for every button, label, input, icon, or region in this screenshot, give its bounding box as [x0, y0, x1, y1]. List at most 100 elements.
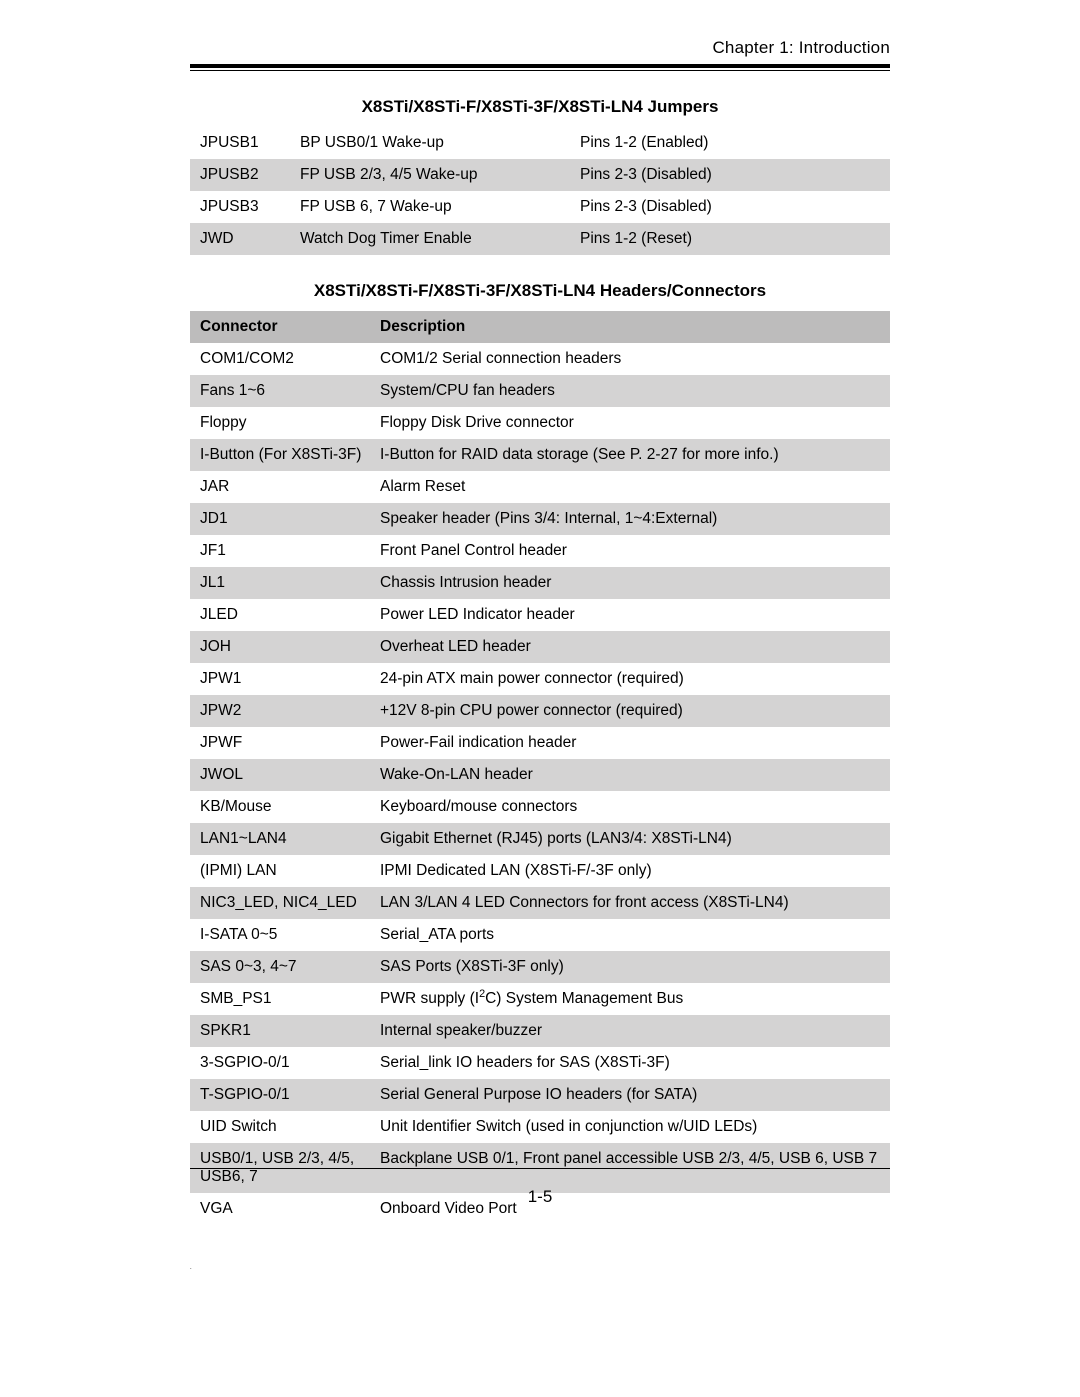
table-cell: Front Panel Control header [370, 535, 890, 567]
table-cell: KB/Mouse [190, 791, 370, 823]
table-cell: Power-Fail indication header [370, 727, 890, 759]
table-cell: Pins 2-3 (Disabled) [570, 191, 890, 223]
table-cell: I-SATA 0~5 [190, 919, 370, 951]
table-cell: JL1 [190, 567, 370, 599]
table-cell: JPUSB2 [190, 159, 290, 191]
table-cell: Chassis Intrusion header [370, 567, 890, 599]
table-row: T-SGPIO-0/1Serial General Purpose IO hea… [190, 1079, 890, 1111]
table-cell: JPUSB3 [190, 191, 290, 223]
table-row: JOHOverheat LED header [190, 631, 890, 663]
table-cell: BP USB0/1 Wake-up [290, 127, 570, 159]
table-row: JWDWatch Dog Timer EnablePins 1-2 (Reset… [190, 223, 890, 255]
table-cell: Power LED Indicator header [370, 599, 890, 631]
table-cell: LAN 3/LAN 4 LED Connectors for front acc… [370, 887, 890, 919]
table-row: JPW124-pin ATX main power connector (req… [190, 663, 890, 695]
table-row: JPWFPower-Fail indication header [190, 727, 890, 759]
table-cell: PWR supply (I2C) System Management Bus [370, 983, 890, 1015]
table-cell: Serial_ATA ports [370, 919, 890, 951]
stray-mark: . [190, 1265, 890, 1271]
table-cell: Pins 1-2 (Enabled) [570, 127, 890, 159]
table-row: JPUSB2FP USB 2/3, 4/5 Wake-upPins 2-3 (D… [190, 159, 890, 191]
table-cell: LAN1~LAN4 [190, 823, 370, 855]
table-cell: JPUSB1 [190, 127, 290, 159]
table-row: Fans 1~6System/CPU fan headers [190, 375, 890, 407]
header-rule-thick [190, 64, 890, 68]
table-row: COM1/COM2COM1/2 Serial connection header… [190, 343, 890, 375]
footer-rule [190, 1168, 890, 1169]
table-row: JLEDPower LED Indicator header [190, 599, 890, 631]
table-row: JWOLWake-On-LAN header [190, 759, 890, 791]
page-footer: 1-5 [190, 1168, 890, 1207]
table-cell: UID Switch [190, 1111, 370, 1143]
table-cell: JPWF [190, 727, 370, 759]
text-span: C) System Management Bus [485, 990, 683, 1007]
table-row: JF1Front Panel Control header [190, 535, 890, 567]
table-cell: Fans 1~6 [190, 375, 370, 407]
table-cell: JF1 [190, 535, 370, 567]
table-cell: JD1 [190, 503, 370, 535]
table-row: 3-SGPIO-0/1Serial_link IO headers for SA… [190, 1047, 890, 1079]
table-row: FloppyFloppy Disk Drive connector [190, 407, 890, 439]
table-cell: Watch Dog Timer Enable [290, 223, 570, 255]
chapter-title: Chapter 1: Introduction [190, 38, 890, 58]
table-cell: FP USB 6, 7 Wake-up [290, 191, 570, 223]
table-cell: Serial_link IO headers for SAS (X8STi-3F… [370, 1047, 890, 1079]
table-cell: Alarm Reset [370, 471, 890, 503]
table-cell: Serial General Purpose IO headers (for S… [370, 1079, 890, 1111]
table-row: SPKR1Internal speaker/buzzer [190, 1015, 890, 1047]
table-row: UID SwitchUnit Identifier Switch (used i… [190, 1111, 890, 1143]
table-cell: FP USB 2/3, 4/5 Wake-up [290, 159, 570, 191]
table-cell: SAS 0~3, 4~7 [190, 951, 370, 983]
table-cell: JOH [190, 631, 370, 663]
table-cell: Pins 1-2 (Reset) [570, 223, 890, 255]
table-cell: JWD [190, 223, 290, 255]
table-row: SAS 0~3, 4~7SAS Ports (X8STi-3F only) [190, 951, 890, 983]
table-cell: JLED [190, 599, 370, 631]
table-cell: JWOL [190, 759, 370, 791]
table-cell: SMB_PS1 [190, 983, 370, 1015]
connectors-section-title: X8STi/X8STi-F/X8STi-3F/X8STi-LN4 Headers… [190, 281, 890, 301]
table-cell: 24-pin ATX main power connector (require… [370, 663, 890, 695]
table-row: JL1Chassis Intrusion header [190, 567, 890, 599]
page-number: 1-5 [190, 1187, 890, 1207]
table-row: LAN1~LAN4Gigabit Ethernet (RJ45) ports (… [190, 823, 890, 855]
table-cell: SAS Ports (X8STi-3F only) [370, 951, 890, 983]
connectors-header-col2: Description [370, 311, 890, 343]
table-cell: I-Button for RAID data storage (See P. 2… [370, 439, 890, 471]
table-row: JD1Speaker header (Pins 3/4: Internal, 1… [190, 503, 890, 535]
table-row: JPUSB1BP USB0/1 Wake-upPins 1-2 (Enabled… [190, 127, 890, 159]
table-cell: Keyboard/mouse connectors [370, 791, 890, 823]
jumpers-table: JPUSB1BP USB0/1 Wake-upPins 1-2 (Enabled… [190, 127, 890, 255]
table-cell: COM1/2 Serial connection headers [370, 343, 890, 375]
table-cell: Floppy [190, 407, 370, 439]
table-cell: SPKR1 [190, 1015, 370, 1047]
table-row: SMB_PS1PWR supply (I2C) System Managemen… [190, 983, 890, 1015]
table-cell: JAR [190, 471, 370, 503]
table-cell: (IPMI) LAN [190, 855, 370, 887]
table-row: NIC3_LED, NIC4_LEDLAN 3/LAN 4 LED Connec… [190, 887, 890, 919]
table-cell: I-Button (For X8STi-3F) [190, 439, 370, 471]
table-cell: +12V 8-pin CPU power connector (required… [370, 695, 890, 727]
table-cell: System/CPU fan headers [370, 375, 890, 407]
connectors-table: Connector Description COM1/COM2COM1/2 Se… [190, 311, 890, 1225]
document-page: Chapter 1: Introduction X8STi/X8STi-F/X8… [0, 0, 1080, 1397]
table-cell: 3-SGPIO-0/1 [190, 1047, 370, 1079]
table-row: (IPMI) LANIPMI Dedicated LAN (X8STi-F/-3… [190, 855, 890, 887]
table-cell: Floppy Disk Drive connector [370, 407, 890, 439]
table-row: KB/MouseKeyboard/mouse connectors [190, 791, 890, 823]
table-cell: COM1/COM2 [190, 343, 370, 375]
table-row: JPW2+12V 8-pin CPU power connector (requ… [190, 695, 890, 727]
table-row: JPUSB3FP USB 6, 7 Wake-upPins 2-3 (Disab… [190, 191, 890, 223]
connectors-header-row: Connector Description [190, 311, 890, 343]
table-cell: Gigabit Ethernet (RJ45) ports (LAN3/4: X… [370, 823, 890, 855]
table-cell: T-SGPIO-0/1 [190, 1079, 370, 1111]
table-cell: IPMI Dedicated LAN (X8STi-F/-3F only) [370, 855, 890, 887]
table-cell: NIC3_LED, NIC4_LED [190, 887, 370, 919]
text-span: PWR supply (I [380, 990, 479, 1007]
table-cell: Speaker header (Pins 3/4: Internal, 1~4:… [370, 503, 890, 535]
table-cell: Internal speaker/buzzer [370, 1015, 890, 1047]
table-cell: JPW2 [190, 695, 370, 727]
table-row: JARAlarm Reset [190, 471, 890, 503]
table-cell: Pins 2-3 (Disabled) [570, 159, 890, 191]
header-rule-thin [190, 70, 890, 71]
